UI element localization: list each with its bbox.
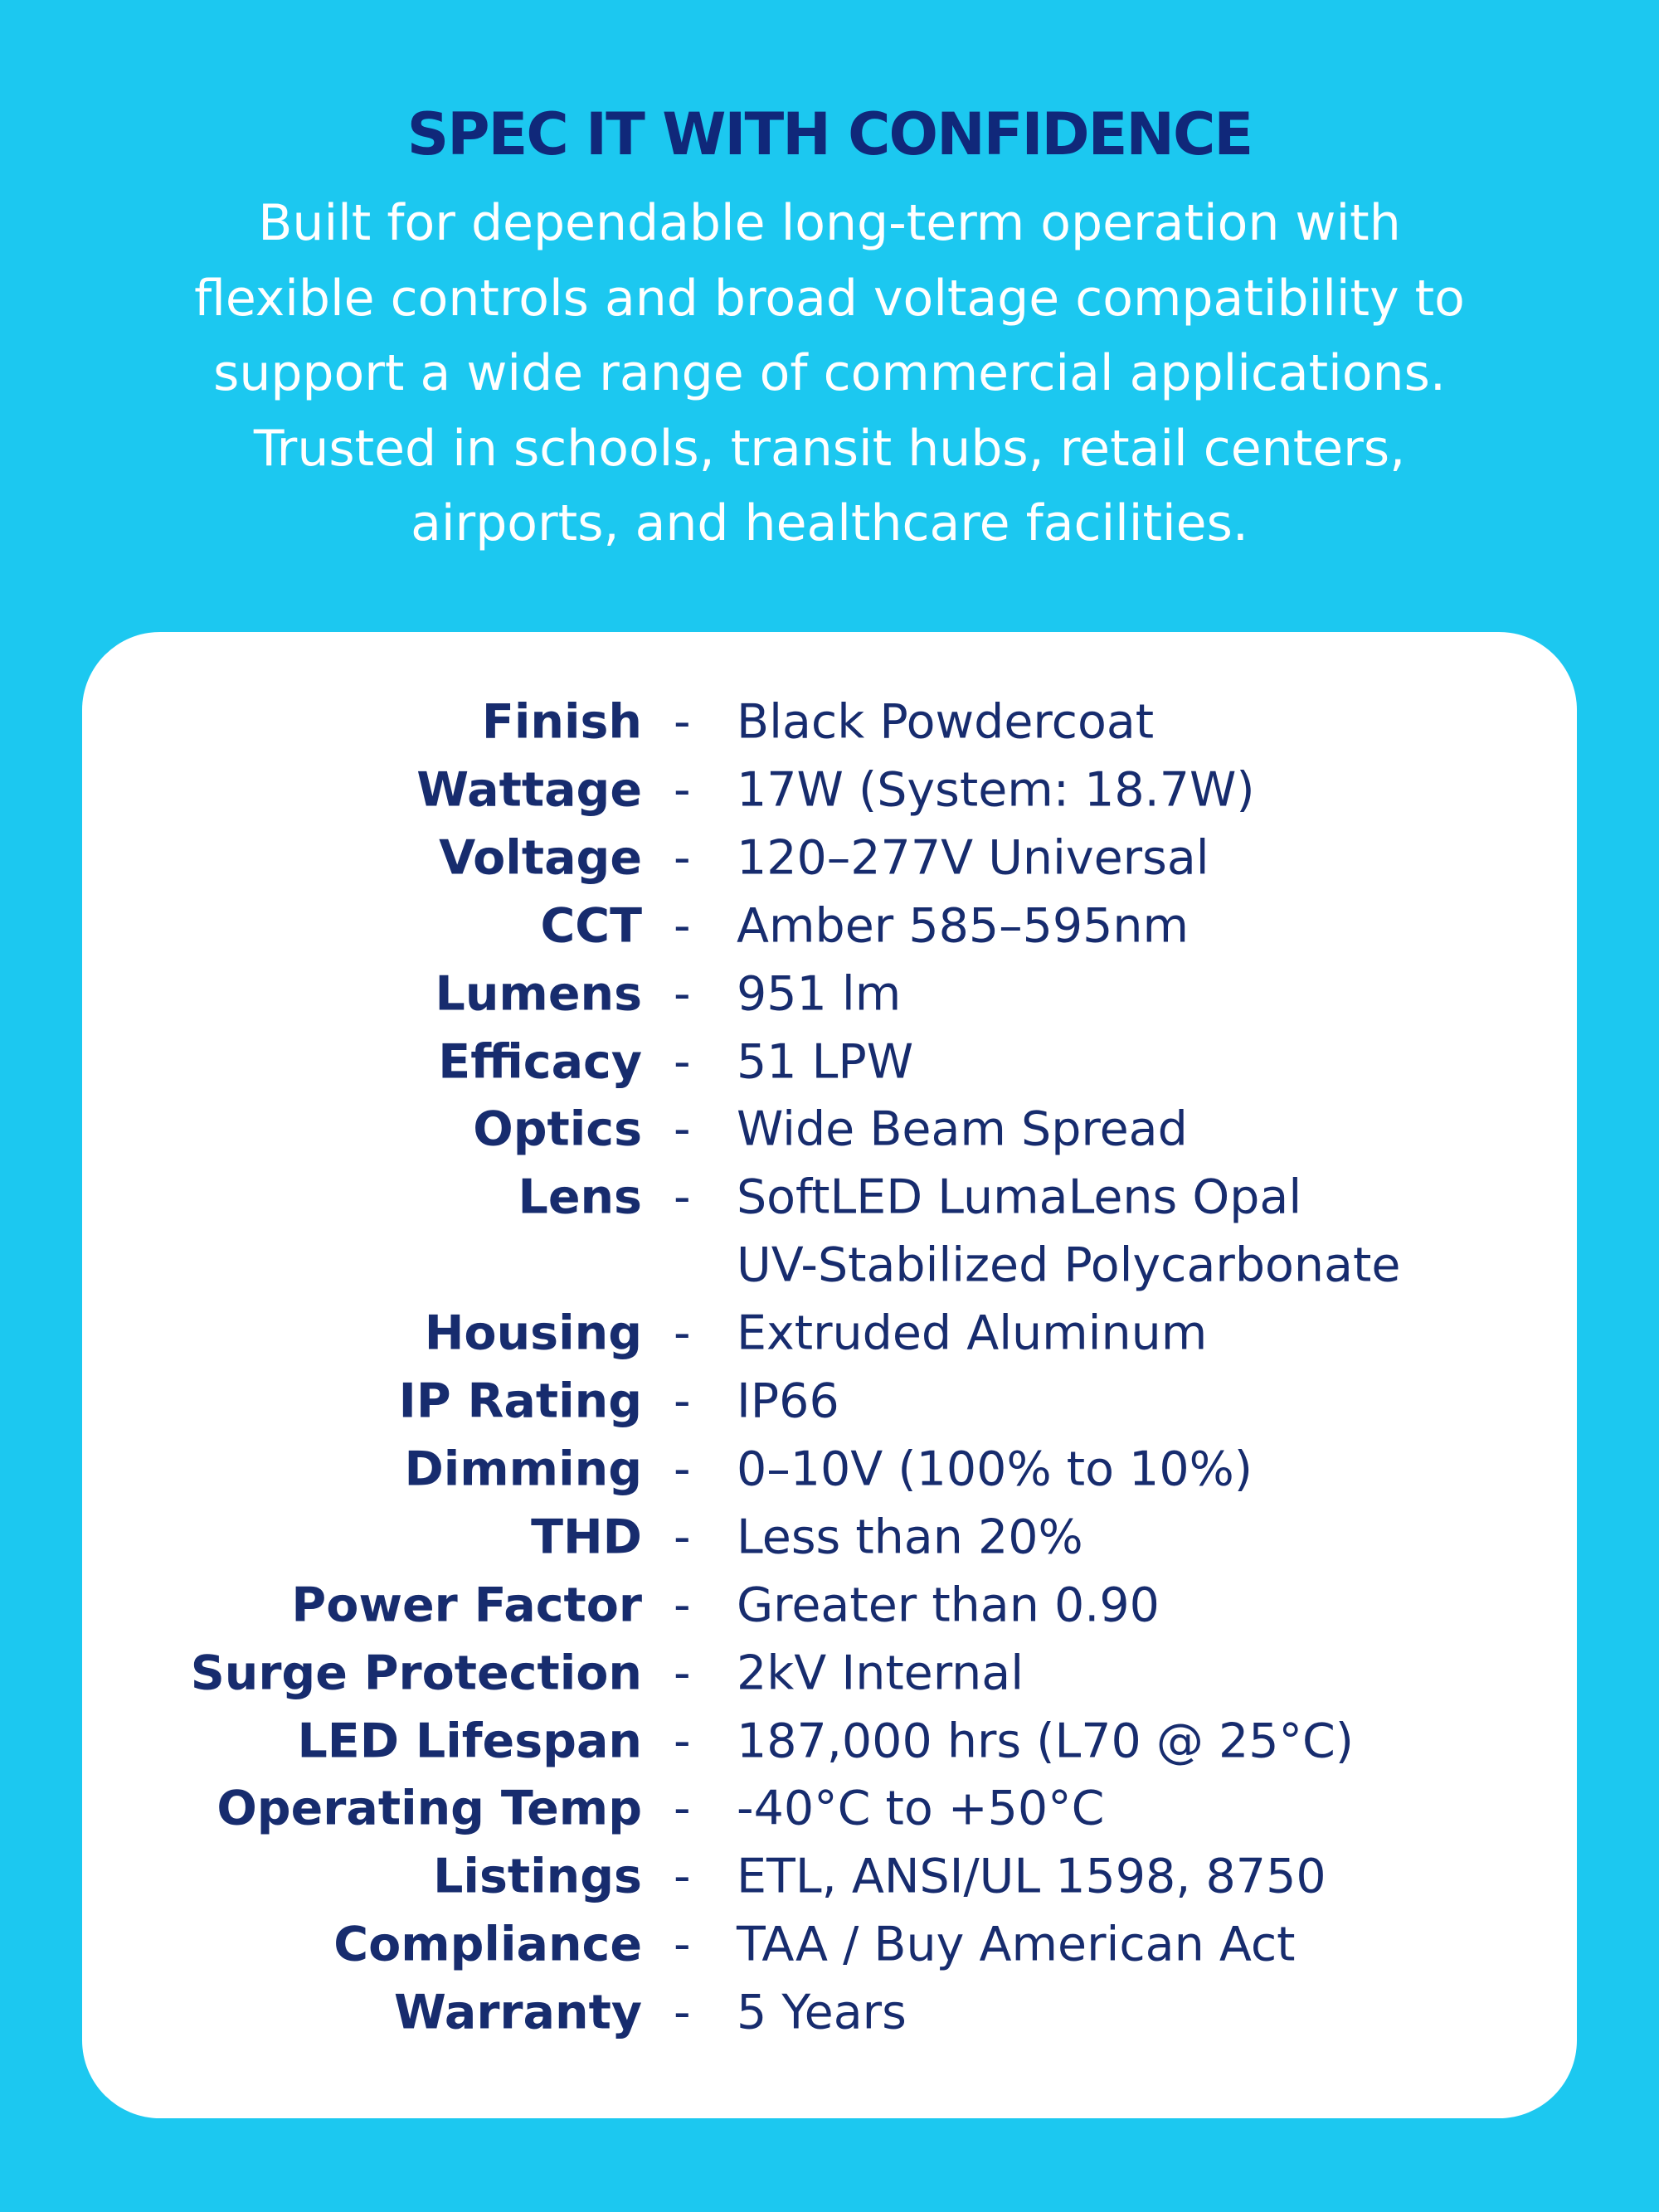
spec-label: CCT [540,898,642,954]
separator: - [674,1034,691,1089]
spec-label: Finish [481,694,642,750]
description-line: Built for dependable long-term operation… [258,194,1401,252]
separator: - [674,830,691,886]
description-line: Trusted in schools, transit hubs, retail… [253,419,1406,478]
separator: - [674,1714,691,1768]
description-line: airports, and healthcare facilities. [411,494,1248,552]
spec-label: Lens [518,1169,643,1225]
spec-value: 951 lm [737,966,902,1022]
spec-value: Extruded Aluminum [737,1305,1208,1361]
spec-label: Surge Protection [190,1646,642,1701]
spec-value: ETL, ANSI/UL 1598, 8750 [737,1849,1326,1904]
spec-value: 5 Years [737,1985,907,2040]
spec-label: Warranty [394,1985,642,2040]
spec-value: 187,000 hrs (L70 @ 25°C) [737,1714,1355,1768]
spec-value: 120–277V Universal [737,830,1209,886]
spec-value: UV-Stabilized Polycarbonate [737,1237,1401,1293]
spec-label: THD [531,1510,642,1565]
spec-value: Greater than 0.90 [737,1578,1160,1633]
spec-label: Wattage [416,762,642,818]
spec-value: IP66 [737,1373,839,1429]
spec-value: 0–10V (100% to 10%) [737,1441,1253,1497]
spec-label: Power Factor [291,1578,642,1633]
spec-value: 2kV Internal [737,1646,1024,1701]
spec-label: Listings [433,1849,642,1904]
separator: - [674,1101,691,1157]
separator: - [674,1985,691,2040]
spec-value: -40°C to +50°C [737,1781,1105,1836]
spec-label: IP Rating [398,1373,642,1429]
separator: - [674,1373,691,1429]
separator: - [674,1441,691,1497]
separator: - [674,1646,691,1701]
separator: - [674,1169,691,1225]
spec-label: Operating Temp [216,1781,642,1836]
separator: - [674,966,691,1022]
spec-value: Wide Beam Spread [737,1101,1188,1157]
spec-label: Optics [473,1101,642,1157]
spec-value: Amber 585–595nm [737,898,1190,954]
spec-label: Voltage [439,830,642,886]
separator: - [674,1917,691,1972]
separator: - [674,1781,691,1836]
description-line: flexible controls and broad voltage comp… [194,269,1465,328]
spec-value: TAA / Buy American Act [737,1917,1296,1972]
spec-value: SoftLED LumaLens Opal [737,1169,1302,1225]
separator: - [674,1305,691,1361]
spec-value: 51 LPW [737,1034,914,1089]
spec-card [82,632,1577,2118]
spec-value: 17W (System: 18.7W) [737,762,1255,818]
separator: - [674,762,691,818]
separator: - [674,1578,691,1633]
spec-label: Dimming [404,1441,642,1497]
spec-label: Lumens [435,966,642,1022]
separator: - [674,1510,691,1565]
title: SPEC IT WITH CONFIDENCE [406,100,1253,168]
spec-label: LED Lifespan [297,1714,642,1768]
spec-label: Housing [424,1305,642,1361]
spec-label: Efficacy [438,1034,642,1089]
separator: - [674,694,691,750]
spec-value: Less than 20% [737,1510,1083,1565]
spec-label: Compliance [333,1917,642,1972]
separator: - [674,1849,691,1904]
description-line: support a wide range of commercial appli… [213,344,1446,402]
separator: - [674,898,691,954]
spec-value: Black Powdercoat [737,694,1155,750]
